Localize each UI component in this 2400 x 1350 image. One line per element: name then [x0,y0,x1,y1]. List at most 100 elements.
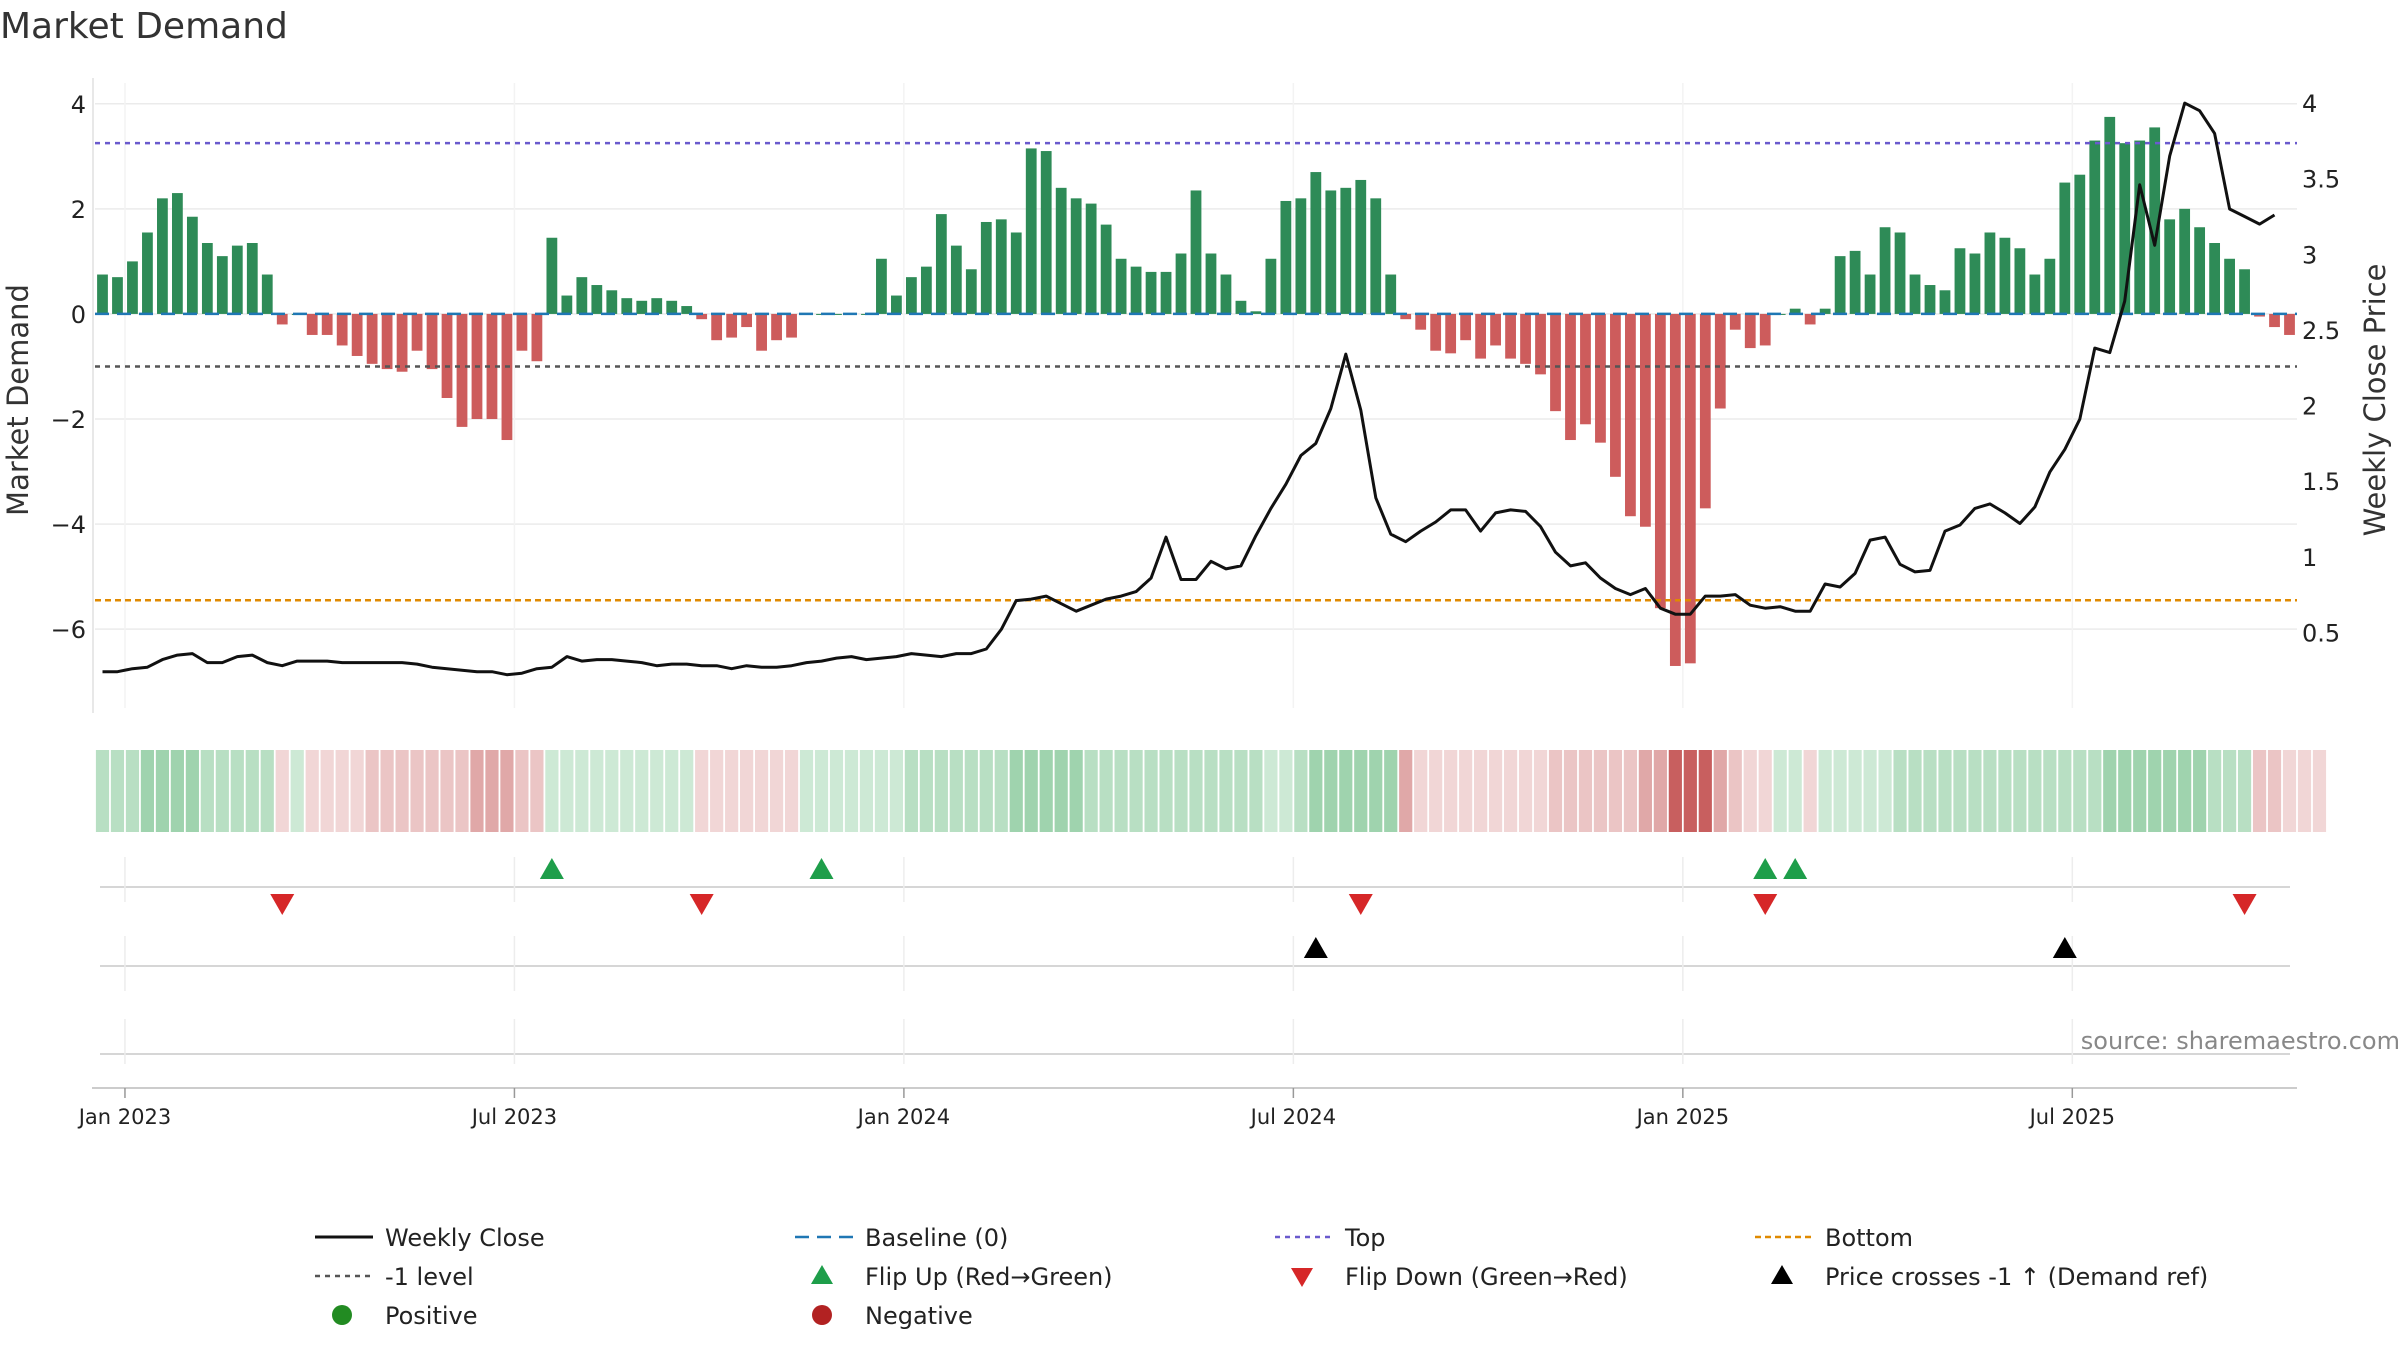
strip-cell [814,750,829,832]
demand-bar [1520,313,1531,364]
demand-bar [1475,313,1487,359]
strip-cell [1593,750,1608,832]
x-tick-label: Jul 2024 [1249,1105,1336,1129]
strip-cell [320,750,334,832]
strip-cell [889,750,903,832]
strip-cell [530,750,544,832]
strip-cell [1129,750,1143,832]
demand-bar [1939,290,1951,314]
demand-bar [980,221,992,314]
demand-bar [157,198,168,314]
strip-cell [1084,750,1098,832]
demand-color-strip [95,750,2327,832]
demand-bar [1864,274,1876,314]
source-note: source: sharemaestro.com [2081,1027,2400,1055]
strip-cell [290,750,304,832]
demand-bar [1070,198,1082,314]
demand-bar [756,313,767,351]
demand-bar [127,261,138,314]
demand-bar [1220,274,1232,314]
demand-bar [1115,258,1127,314]
legend-label: Positive [385,1302,478,1330]
demand-bar [2119,143,2131,314]
strip-cell [1878,750,1892,832]
demand-bar [1894,232,1906,314]
strip-cell [2163,750,2177,832]
strip-cell [590,750,604,832]
demand-bar [591,285,603,314]
demand-bar [2149,127,2161,314]
strip-cell [1908,750,1922,832]
strip-cell [1893,750,1907,832]
demand-bar [1100,224,1112,314]
strip-cell [979,750,993,832]
demand-bar [1325,190,1337,314]
strip-cell [1219,750,1233,832]
strip-cell [1788,750,1802,832]
demand-bar [2209,243,2221,314]
strip-cell [1608,750,1623,832]
strip-cell [1773,750,1787,832]
strip-cell [230,750,244,832]
strip-cell [410,750,424,832]
demand-bar [1759,313,1771,346]
demand-bar [1445,313,1457,354]
demand-bars [97,116,2295,666]
flip-down-marker [1753,894,1778,915]
strip-cell [200,750,214,832]
left-tick-label: 2 [71,196,86,224]
strip-cell [1159,750,1173,832]
demand-bar [1909,274,1921,314]
strip-cell [2223,750,2237,832]
flip-down-marker [1348,894,1373,915]
demand-bar [1355,179,1367,314]
left-tick-label: −6 [51,616,86,644]
strip-cell [185,750,199,832]
strip-cell [1459,750,1473,832]
strip-cell [725,750,739,832]
strip-cell [1264,750,1278,832]
demand-bar [1999,237,2011,314]
strip-cell [1324,750,1338,832]
demand-bar [576,277,588,314]
price-cross-marker [2052,937,2077,958]
demand-bar [1250,311,1262,314]
demand-bar [201,243,213,314]
demand-bar [531,313,543,362]
strip-cell [1848,750,1862,832]
strip-cell [1698,750,1712,832]
strip-cell [695,750,709,832]
demand-bar [696,313,708,320]
x-tick-label: Jul 2023 [470,1105,557,1129]
strip-cell [1249,750,1263,832]
legend-flip-down-swatch [1291,1268,1313,1287]
strip-cell [1474,750,1488,832]
demand-bar [726,313,738,338]
strip-cell [859,750,874,832]
strip-cell [1039,750,1053,832]
strip-cell [1099,750,1113,832]
demand-bar [1834,256,1846,314]
demand-bar [1370,198,1382,314]
demand-bar [771,313,782,341]
strip-cell [1638,750,1652,832]
strip-cell [2058,750,2072,832]
demand-bar [486,313,498,420]
strip-cell [2133,750,2147,832]
left-tick-label: −4 [51,511,86,539]
flip-up-marker [809,858,834,879]
demand-bar [1160,271,1172,314]
demand-bar [456,313,468,427]
strip-cell [1294,750,1308,832]
demand-bar [1625,313,1636,517]
strip-cell [1234,750,1248,832]
strip-cell [1683,750,1697,832]
legend-label: -1 level [385,1263,474,1291]
demand-bar [711,313,723,341]
flip-up-marker [1783,858,1808,879]
demand-bar [1819,308,1831,314]
strip-cell [140,750,155,832]
demand-bar [905,277,917,314]
strip-cell [1414,750,1428,832]
strip-cell [515,750,529,832]
